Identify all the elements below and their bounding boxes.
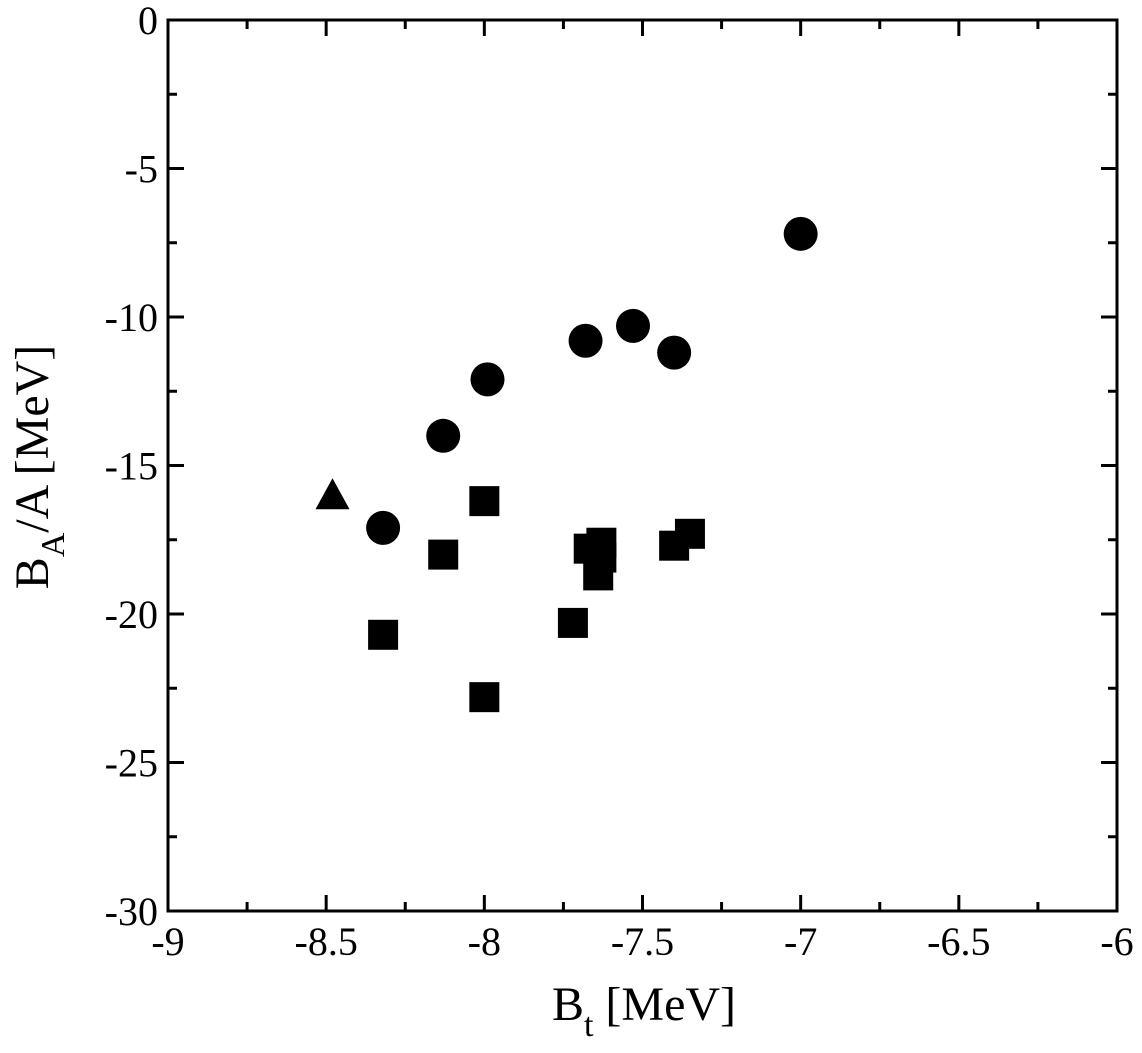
circle-point — [568, 323, 603, 358]
triangle-point — [315, 478, 350, 510]
y-tick-label: -30 — [105, 889, 158, 934]
x-tick-label: -8 — [468, 919, 501, 964]
y-tick-label: -20 — [105, 592, 158, 637]
x-tick-label: -8.5 — [295, 919, 358, 964]
y-tick-label: -10 — [105, 295, 158, 340]
tick-labels: -9 -8.5 -8 -7.5 -7 -6.5 -6 -30 -25 -20 -15 -10 -5 0 — [105, 0, 1134, 964]
circle-point — [616, 308, 651, 343]
x-tick-label: -7 — [784, 919, 817, 964]
x-tick-label: -6 — [1100, 919, 1133, 964]
square-point — [557, 607, 588, 638]
x-axis-label: Bt [MeV] — [552, 978, 736, 1044]
x-tick-label: -7.5 — [611, 919, 674, 964]
tick-marks — [166, 18, 1119, 913]
y-axis-label-main: B — [6, 557, 59, 589]
square-point — [368, 619, 399, 650]
square-point — [428, 539, 459, 570]
x-axis-label-subscript: t — [584, 1007, 594, 1044]
x-axis-label-main: B — [552, 978, 584, 1031]
circle-point — [366, 510, 401, 545]
square-point — [583, 560, 614, 591]
y-tick-label: -15 — [105, 444, 158, 489]
square-point — [469, 682, 500, 713]
plot-area-frame — [166, 18, 1119, 913]
circle-point — [426, 418, 461, 453]
square-point — [674, 518, 705, 549]
x-tick-label: -9 — [151, 919, 184, 964]
y-axis-label-subscript: A — [35, 532, 72, 557]
circle-point — [657, 335, 692, 370]
circle-point — [470, 362, 505, 397]
circle-point — [783, 216, 818, 251]
y-axis-label: BA/A [MeV] — [6, 345, 72, 590]
y-tick-label: -25 — [105, 741, 158, 786]
square-point — [469, 486, 500, 517]
data-points — [315, 216, 818, 713]
x-tick-label: -6.5 — [927, 919, 990, 964]
y-tick-label: 0 — [138, 0, 158, 43]
y-axis-label-unit: /A [MeV] — [6, 345, 59, 533]
x-axis-label-unit: [MeV] — [593, 978, 736, 1031]
y-tick-label: -5 — [125, 147, 158, 192]
